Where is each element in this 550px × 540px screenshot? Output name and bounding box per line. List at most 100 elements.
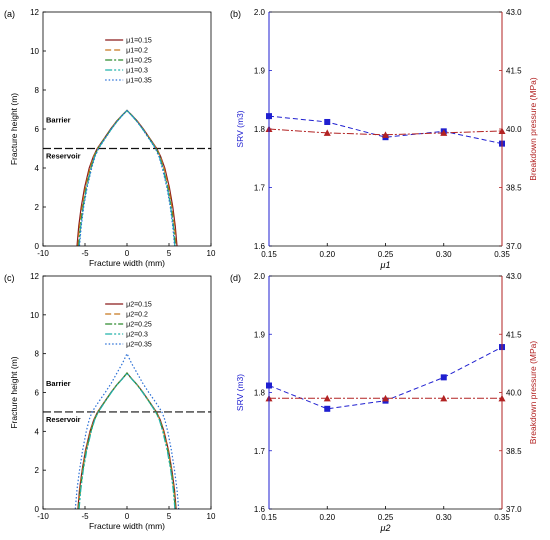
x-tick-label: 0.20 <box>319 250 335 259</box>
y-left-axis-label: SRV (m3) <box>235 374 245 411</box>
series-line-1 <box>77 372 177 510</box>
legend-label: μ1=0.2 <box>126 48 148 55</box>
y-tick-label: 4 <box>35 427 40 436</box>
y-left-tick-label: 2.0 <box>254 272 266 281</box>
plot-frame <box>42 275 212 510</box>
legend-label: μ2=0.2 <box>126 312 148 319</box>
panel-label: (d) <box>230 273 241 283</box>
y-tick-label: 10 <box>30 311 39 320</box>
y-right-tick-label: 37.0 <box>506 242 522 251</box>
x-axis-label: μ2 <box>380 523 391 533</box>
y-tick-label: 0 <box>35 505 40 514</box>
legend-label: μ1=0.35 <box>126 78 152 85</box>
x-axis-label: μ1 <box>380 260 391 270</box>
x-tick-label: 10 <box>207 512 216 521</box>
legend-label: μ2=0.3 <box>126 332 148 339</box>
pressure-marker <box>382 131 389 138</box>
legend-label: μ1=0.3 <box>126 68 148 75</box>
y-left-tick-label: 2.0 <box>254 8 266 17</box>
panel-label: (b) <box>230 9 241 19</box>
x-tick-label: 0.30 <box>436 250 452 259</box>
x-tick-label: 0.15 <box>261 250 277 259</box>
reservoir-annotation: Reservoir <box>46 415 81 424</box>
y-left-tick-label: 1.6 <box>254 242 266 251</box>
y-right-tick-label: 43.0 <box>506 8 522 17</box>
pressure-marker <box>440 394 448 402</box>
y-left-tick-label: 1.7 <box>254 184 266 193</box>
pressure-marker <box>323 394 331 402</box>
x-axis-label: Fracture width (mm) <box>89 521 165 531</box>
y-tick-label: 2 <box>35 466 40 475</box>
y-tick-label: 6 <box>35 389 40 398</box>
y-tick-label: 4 <box>35 164 40 173</box>
srv-marker <box>440 374 447 381</box>
x-tick-label: 0.35 <box>494 250 510 259</box>
pressure-marker <box>440 129 448 136</box>
series-line-5 <box>78 109 176 247</box>
y-left-tick-label: 1.9 <box>254 67 266 76</box>
series-line-3 <box>78 109 176 247</box>
x-tick-label: 0.35 <box>494 513 510 522</box>
barrier-annotation: Barrier <box>46 116 71 125</box>
x-tick-label: -10 <box>37 249 49 258</box>
y-right-tick-label: 38.5 <box>506 447 522 456</box>
y-left-axis-label: SRV (m3) <box>235 110 245 147</box>
panel-label: (c) <box>4 273 15 283</box>
x-tick-label: 0.25 <box>378 250 394 259</box>
x-tick-label: 5 <box>167 249 172 258</box>
barrier-annotation: Barrier <box>46 379 71 388</box>
y-right-tick-label: 38.5 <box>506 184 522 193</box>
y-right-axis-label: Breakdown pressure (MPa) <box>528 77 538 181</box>
legend-label: μ2=0.35 <box>126 342 152 349</box>
series-line-2 <box>77 372 177 510</box>
legend-label: μ2=0.25 <box>126 322 152 329</box>
y-right-tick-label: 43.0 <box>506 272 522 281</box>
series-line-4 <box>78 109 176 247</box>
y-tick-label: 12 <box>30 272 39 281</box>
y-right-tick-label: 40.0 <box>506 125 522 134</box>
y-tick-label: 8 <box>35 350 40 359</box>
plot-frame <box>42 11 212 247</box>
x-axis-label: Fracture width (mm) <box>89 258 165 268</box>
y-tick-label: 2 <box>35 203 40 212</box>
series-line-4 <box>78 372 176 510</box>
srv-marker <box>324 118 331 125</box>
x-tick-label: 10 <box>207 249 216 258</box>
x-tick-label: -5 <box>81 249 89 258</box>
x-tick-label: 5 <box>167 512 172 521</box>
x-tick-label: 0.20 <box>319 513 335 522</box>
x-tick-label: -10 <box>37 512 49 521</box>
legend-label: μ2=0.15 <box>126 302 152 309</box>
legend-label: μ1=0.25 <box>126 58 152 65</box>
pressure-marker <box>323 129 331 136</box>
x-tick-label: -5 <box>81 512 89 521</box>
x-tick-label: 0.25 <box>378 513 394 522</box>
y-left-tick-label: 1.7 <box>254 447 266 456</box>
y-left-tick-label: 1.9 <box>254 330 266 339</box>
y-axis-label: Fracture height (m) <box>9 356 19 428</box>
y-tick-label: 10 <box>30 47 39 56</box>
y-right-tick-label: 41.5 <box>506 330 522 339</box>
y-axis-label: Fracture height (m) <box>9 93 19 165</box>
x-tick-label: 0 <box>125 512 130 521</box>
y-right-tick-label: 41.5 <box>506 67 522 76</box>
panel-label: (a) <box>4 9 15 19</box>
y-right-axis-label: Breakdown pressure (MPa) <box>528 341 538 445</box>
srv-marker <box>324 405 331 412</box>
y-left-tick-label: 1.8 <box>254 125 266 134</box>
legend-label: μ1=0.15 <box>126 38 152 45</box>
x-tick-label: 0.30 <box>436 513 452 522</box>
y-right-tick-label: 40.0 <box>506 389 522 398</box>
series-line-3 <box>78 372 176 510</box>
y-tick-label: 12 <box>30 8 39 17</box>
x-tick-label: 0.15 <box>261 513 277 522</box>
y-tick-label: 8 <box>35 86 40 95</box>
y-tick-label: 6 <box>35 125 40 134</box>
y-left-tick-label: 1.8 <box>254 389 266 398</box>
series-line-1 <box>76 109 178 247</box>
x-tick-label: 0 <box>125 249 130 258</box>
pressure-marker <box>382 394 389 402</box>
y-left-tick-label: 1.6 <box>254 505 266 514</box>
reservoir-annotation: Reservoir <box>46 152 81 161</box>
